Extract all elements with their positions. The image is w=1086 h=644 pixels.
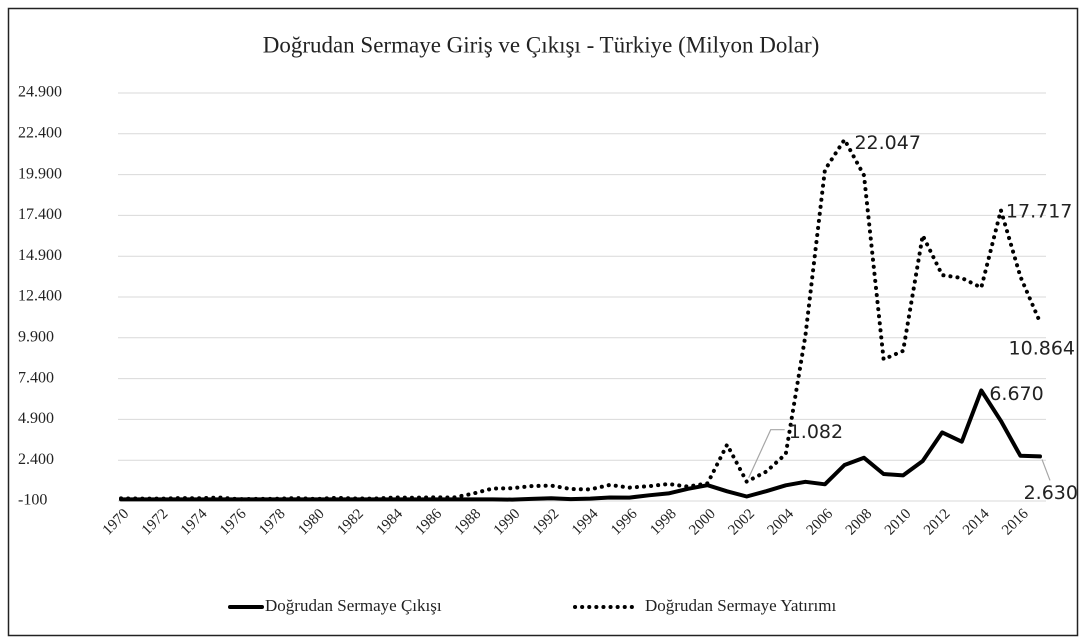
data-label: 22.047	[854, 132, 920, 154]
data-label: 10.864	[1009, 338, 1075, 360]
data-label: 6.670	[989, 383, 1043, 405]
y-tick-label: 7.400	[18, 369, 54, 386]
y-tick-label: 12.400	[18, 288, 62, 305]
y-tick-label: 14.900	[18, 247, 62, 264]
chart-frame	[7, 7, 1079, 637]
data-label: 2.630	[1024, 482, 1078, 504]
chart-title: Doğrudan Sermaye Giriş ve Çıkışı - Türki…	[263, 32, 820, 57]
y-tick-label: 24.900	[18, 84, 62, 101]
data-label: 17.717	[1006, 201, 1072, 223]
y-tick-label: 17.400	[18, 206, 62, 223]
y-tick-label: 4.900	[18, 410, 54, 427]
data-label: 1.082	[789, 421, 843, 443]
y-tick-label: -100	[18, 492, 47, 509]
y-tick-label: 22.400	[18, 124, 62, 141]
legend-label: Doğrudan Sermaye Yatırımı	[645, 596, 837, 615]
legend-label: Doğrudan Sermaye Çıkışı	[265, 596, 442, 615]
y-tick-label: 19.900	[18, 165, 62, 182]
series-line	[119, 388, 1042, 502]
series-line	[119, 137, 1042, 502]
y-tick-label: 9.900	[18, 328, 54, 345]
leader-line	[748, 429, 785, 478]
leader-line	[1041, 459, 1051, 481]
y-tick-label: 2.400	[18, 451, 54, 468]
